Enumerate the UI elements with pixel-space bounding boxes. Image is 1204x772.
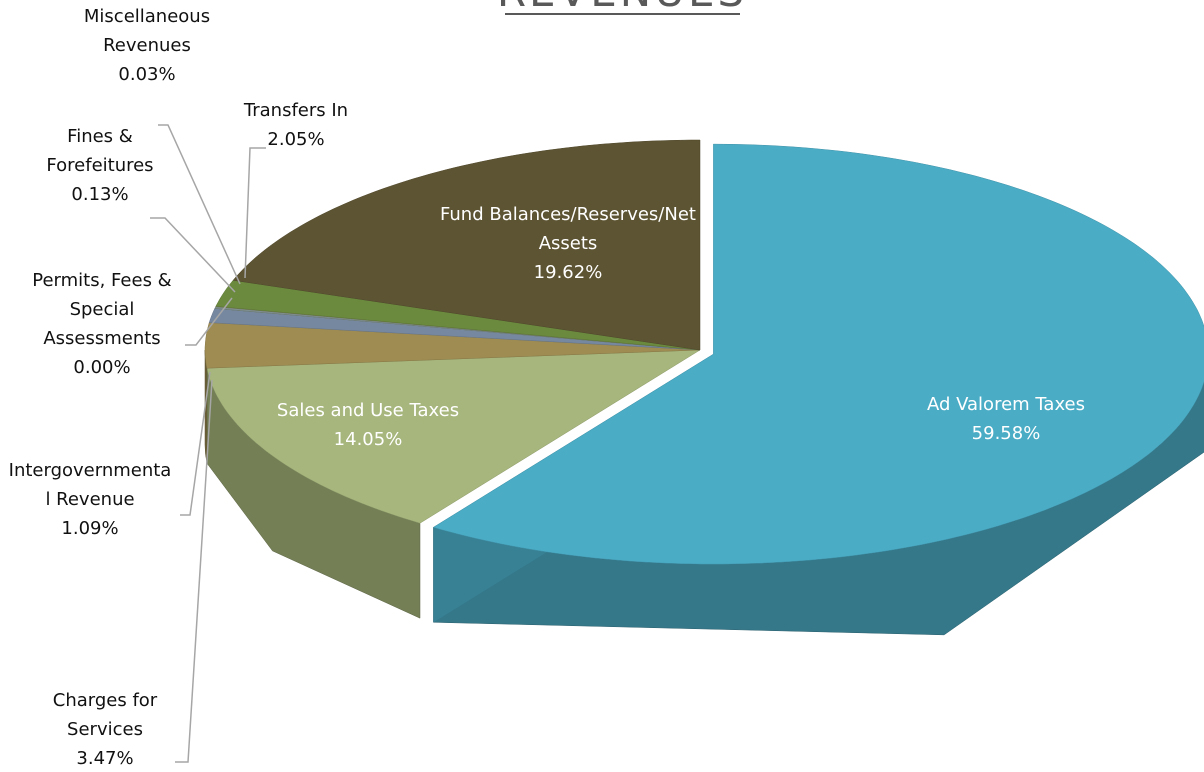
category-name: Permits, Fees & Special Assessments [32, 270, 172, 349]
category-name: Charges for Services [52, 690, 158, 740]
slice [204, 322, 701, 369]
category-name: Fund Balances/Reserves/Net Assets [440, 204, 696, 254]
category-name: Transfers In [243, 100, 349, 121]
data-label: Sales and Use Taxes 14.05% [268, 396, 468, 454]
data-label: Intergovernmental Revenue 1.09% [8, 456, 173, 543]
value-label: 3.47% [76, 748, 134, 769]
leader-line [244, 147, 266, 279]
data-label: Charges for Services 3.47% [30, 686, 180, 772]
category-name: Sales and Use Taxes [276, 400, 460, 421]
leader-line [150, 217, 236, 293]
value-label: 0.00% [73, 357, 131, 378]
leader-line [185, 297, 233, 346]
category-name: Ad Valorem Taxes [926, 394, 1086, 415]
value-label: 2.05% [267, 129, 325, 150]
value-label: 59.58% [971, 423, 1041, 444]
slice [432, 143, 1204, 565]
data-label: Permits, Fees & Special Assessments 0.00% [17, 266, 187, 382]
leader-line [158, 124, 241, 285]
slice [232, 139, 701, 351]
data-label: Transfers In 2.05% [221, 96, 371, 154]
data-label: Ad Valorem Taxes 59.58% [876, 390, 1136, 448]
slice [206, 349, 701, 524]
value-label: 1.09% [61, 518, 119, 539]
value-label: 14.05% [333, 429, 403, 450]
category-name: Miscellaneous Revenues [83, 6, 211, 56]
value-label: 0.03% [118, 64, 176, 85]
data-label: Fines & Forefeitures 0.13% [25, 122, 175, 209]
value-label: 0.13% [71, 184, 129, 205]
data-label: Fund Balances/Reserves/Net Assets 19.62% [408, 200, 728, 287]
leader-line [180, 371, 211, 516]
chart-title: REVENUES [497, 0, 747, 16]
leader-line [175, 379, 213, 763]
category-name: Fines & Forefeitures [46, 126, 154, 176]
category-name: Intergovernmental Revenue [8, 460, 172, 510]
data-label: Miscellaneous Revenues 0.03% [72, 2, 222, 89]
slice [215, 280, 701, 351]
value-label: 19.62% [533, 262, 603, 283]
